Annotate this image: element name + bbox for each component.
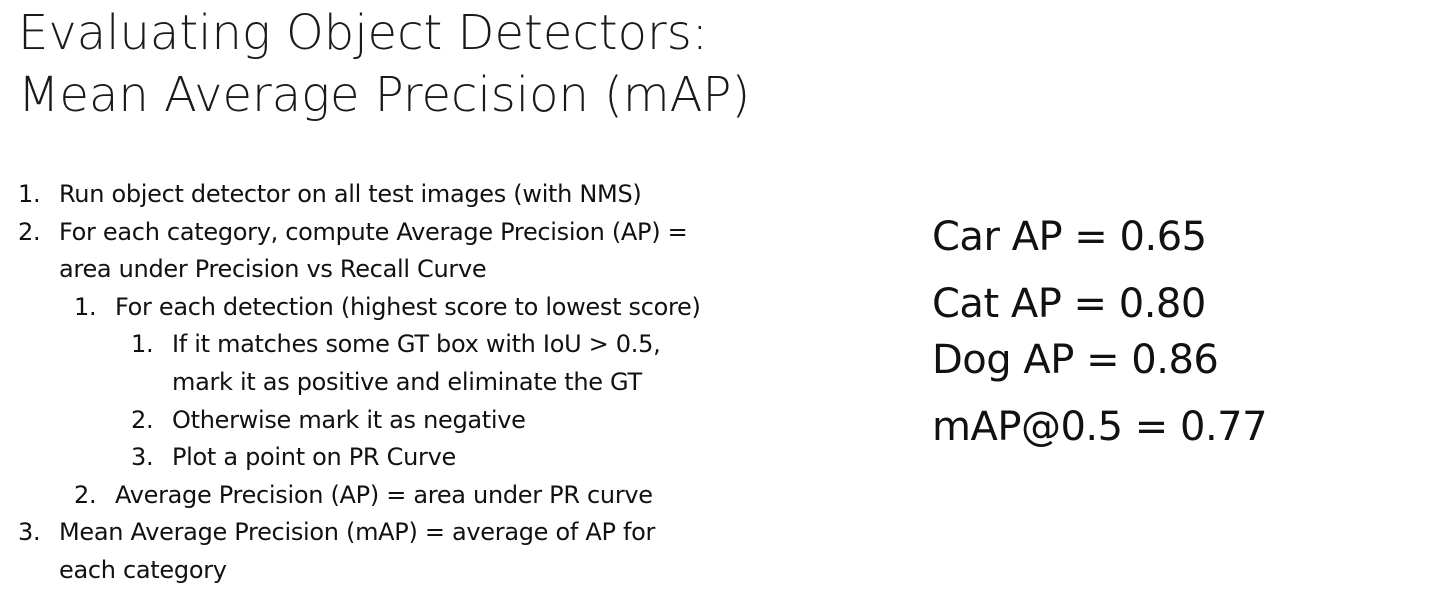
slide-title: Evaluating Object Detectors: Mean Averag… — [18, 2, 750, 126]
step-text-continuation: area under Precision vs Recall Curve — [59, 255, 487, 284]
cat-ap: Cat AP = 0.80 — [932, 281, 1206, 327]
step-2-continuation: area under Precision vs Recall Curve — [18, 251, 818, 289]
step-number: 2. — [74, 480, 97, 509]
step-text-continuation: mark it as positive and eliminate the GT — [172, 367, 642, 396]
step-3-continuation: each category — [18, 552, 818, 590]
step-text: Average Precision (AP) = area under PR c… — [115, 480, 653, 509]
step-text: Mean Average Precision (mAP) = average o… — [59, 518, 656, 547]
step-2-2: 2. Average Precision (AP) = area under P… — [18, 477, 818, 515]
map-at-0-5: mAP@0.5 = 0.77 — [932, 404, 1268, 450]
step-number: 1. — [18, 180, 41, 208]
title-line-1: Evaluating Object Detectors: — [18, 5, 708, 61]
step-2-1-2: 2. Otherwise mark it as negative — [18, 402, 818, 440]
step-text: Run object detector on all test images (… — [59, 180, 642, 208]
title-line-2: Mean Average Precision (mAP) — [18, 67, 751, 123]
steps-list: 1. Run object detector on all test image… — [18, 176, 818, 590]
dog-ap: Dog AP = 0.86 — [932, 337, 1219, 383]
car-ap: Car AP = 0.65 — [932, 214, 1207, 260]
step-2: 2. For each category, compute Average Pr… — [18, 214, 818, 252]
step-text: Plot a point on PR Curve — [172, 443, 456, 472]
step-text: Otherwise mark it as negative — [172, 405, 526, 434]
step-text: For each category, compute Average Preci… — [59, 217, 688, 246]
step-2-1-1-continuation: mark it as positive and eliminate the GT — [18, 364, 818, 402]
step-2-1: 1. For each detection (highest score to … — [18, 289, 818, 327]
step-text: If it matches some GT box with IoU > 0.5… — [172, 330, 661, 359]
step-2-1-3: 3. Plot a point on PR Curve — [18, 439, 818, 477]
step-number: 1. — [74, 292, 97, 321]
step-2-1-1: 1. If it matches some GT box with IoU > … — [18, 326, 818, 364]
step-number: 2. — [131, 405, 154, 434]
step-text: For each detection (highest score to low… — [115, 292, 701, 321]
step-1: 1. Run object detector on all test image… — [18, 176, 818, 214]
step-number: 1. — [131, 330, 154, 359]
step-number: 2. — [18, 217, 41, 246]
step-number: 3. — [18, 518, 41, 547]
step-3: 3. Mean Average Precision (mAP) = averag… — [18, 514, 818, 552]
step-number: 3. — [131, 443, 154, 472]
step-text-continuation: each category — [59, 555, 227, 584]
